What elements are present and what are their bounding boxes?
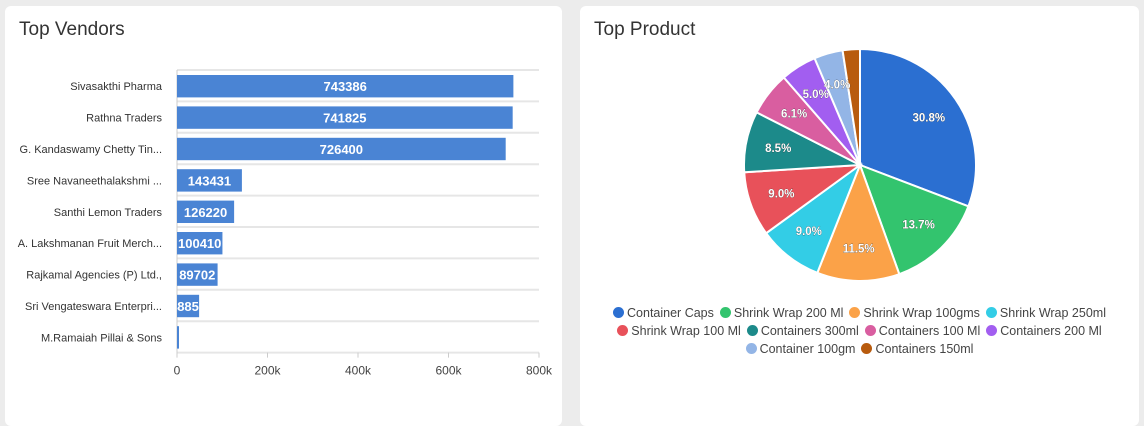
legend-item[interactable]: Shrink Wrap 100gms: [849, 304, 980, 322]
chart-title: Top Product: [594, 19, 696, 40]
x-tick-label: 600k: [435, 364, 462, 378]
legend-label: Containers 300ml: [760, 324, 859, 338]
legend-item[interactable]: Container 100gm: [745, 340, 856, 358]
category-label: Rathna Traders: [86, 113, 162, 125]
category-label: Santhi Lemon Traders: [54, 207, 163, 219]
slice-label: 4.0%: [824, 80, 850, 92]
legend-dot-icon: [986, 325, 998, 336]
legend-dot-icon: [849, 307, 861, 318]
x-tick-label: 800k: [526, 364, 553, 378]
pie-slice[interactable]: [858, 163, 970, 276]
data-label: 743386: [323, 79, 366, 94]
bar[interactable]: [177, 263, 218, 286]
legend-label: Shrink Wrap 100gms: [863, 306, 980, 320]
legend-label: Shrink Wrap 100 Ml: [631, 324, 741, 338]
legend-item[interactable]: Shrink Wrap 200 Ml: [719, 304, 844, 322]
top-vendors-card: Top Vendors Sivasakthi Pharma 743386 Rathn…: [5, 6, 562, 426]
legend-item[interactable]: Shrink Wrap 100 Ml: [617, 322, 741, 340]
slice-label: 9.0%: [796, 226, 822, 238]
bar[interactable]: [177, 232, 223, 255]
category-label: A. Lakshmanan Fruit Merch...: [18, 238, 162, 250]
legend-dot-icon: [617, 325, 629, 336]
bar[interactable]: [177, 200, 235, 223]
chart-title: Top Vendors: [19, 19, 125, 40]
legend-label: Container 100gm: [759, 342, 856, 356]
x-tick-label: 400k: [345, 364, 372, 378]
data-label: 726400: [320, 142, 363, 157]
bar[interactable]: [177, 294, 200, 318]
legend-item[interactable]: Containers 100 Ml: [864, 322, 981, 340]
bar[interactable]: [177, 75, 514, 98]
legend: Container Caps Shrink Wrap 200 Ml Shrink W…: [580, 304, 1139, 358]
legend-label: Containers 150ml: [875, 342, 974, 356]
slice-label: 6.1%: [781, 109, 807, 121]
bar[interactable]: [177, 169, 242, 192]
legend-dot-icon: [985, 307, 997, 318]
slice-label: 13.7%: [902, 220, 935, 232]
pie-chart: 30.8% 13.7% 11.5% 9.0% 9.0% 8.5% 6.1% 5.0%4.0%: [743, 47, 977, 282]
slice-label: 5.0%: [803, 89, 829, 101]
category-label: Rajkamal Agencies (P) Ltd.,: [26, 270, 162, 282]
legend-label: Shrink Wrap 200 Ml: [733, 306, 844, 320]
bar-chart: Sivasakthi Pharma 743386 Rathna Traders 741…: [18, 69, 553, 378]
category-label: Sri Vengateswara Enterpri...: [25, 301, 162, 313]
category-label: Sree Navaneethalakshmi ...: [27, 175, 162, 187]
data-label: 100410: [178, 236, 221, 251]
pie-slice[interactable]: [815, 162, 901, 282]
legend-dot-icon: [746, 325, 758, 336]
slice-label: 11.5%: [843, 244, 875, 256]
category-label: G. Kandaswamy Chetty Tin...: [20, 144, 162, 156]
legend-label: Containers 100 Ml: [878, 324, 981, 338]
legend-dot-icon: [745, 343, 757, 354]
legend-dot-icon: [719, 307, 731, 318]
top-product-card: Top Product 30.8% 13.7% 11.5% 9.0% 9.0% 8.5% 6…: [580, 6, 1139, 426]
data-label: 89702: [179, 268, 215, 283]
slice-label: 8.5%: [765, 143, 791, 155]
legend-item[interactable]: Containers 300ml: [746, 322, 859, 340]
legend-item[interactable]: Shrink Wrap 250ml: [985, 304, 1106, 322]
legend-dot-icon: [613, 307, 625, 318]
category-label: Sivasakthi Pharma: [70, 81, 163, 93]
slice-label: 30.8%: [912, 113, 945, 125]
slice-label: 9.0%: [768, 188, 794, 200]
legend-item[interactable]: Container Caps: [613, 304, 714, 322]
bar[interactable]: [177, 106, 513, 129]
category-label: M.Ramaiah Pillai & Sons: [41, 332, 163, 344]
pie-slice[interactable]: [859, 47, 977, 208]
x-tick-label: 200k: [254, 364, 281, 378]
data-label: 48859: [170, 299, 206, 314]
legend-label: Container Caps: [627, 306, 714, 320]
x-tick-label: 0: [174, 364, 181, 378]
legend-dot-icon: [861, 343, 873, 354]
data-label: 741825: [323, 111, 366, 126]
legend-item[interactable]: Containers 150ml: [861, 340, 973, 358]
bar[interactable]: [177, 137, 506, 161]
bar[interactable]: [177, 326, 179, 349]
legend-label: Containers 200 Ml: [1000, 324, 1102, 338]
data-label: 126220: [184, 205, 227, 220]
pie-slice[interactable]: [841, 47, 861, 166]
legend-dot-icon: [864, 325, 876, 336]
legend-label: Shrink Wrap 250ml: [999, 306, 1106, 320]
legend-item[interactable]: Containers 200 Ml: [986, 322, 1102, 340]
data-label: 143431: [188, 173, 231, 188]
